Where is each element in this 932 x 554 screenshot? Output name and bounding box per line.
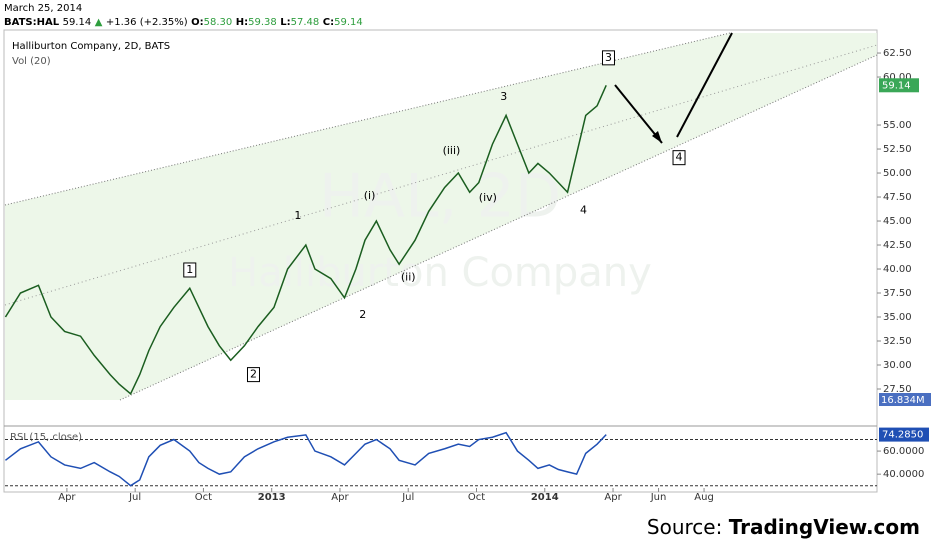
watermark: Halliburton Company bbox=[228, 250, 652, 296]
y-tick-label: 30.00 bbox=[883, 360, 912, 371]
annotation-box bbox=[672, 150, 686, 166]
arrow bbox=[676, 32, 733, 138]
last: 59.14 bbox=[63, 17, 92, 28]
source-prefix: Source: bbox=[647, 515, 729, 539]
x-tick-label: Oct bbox=[195, 492, 212, 503]
arrow bbox=[614, 84, 663, 144]
last-price-box bbox=[879, 78, 919, 93]
x-tick-label: Apr bbox=[58, 492, 76, 503]
quote-line: BATS:HAL 59.14 ▲ +1.36 (+2.35%) O:58.30 … bbox=[4, 17, 363, 28]
annotation: 1 bbox=[186, 263, 193, 276]
high: 59.38 bbox=[248, 17, 277, 28]
low: 57.48 bbox=[291, 17, 320, 28]
volume-label: 16.834M bbox=[881, 395, 925, 406]
annotation: (ii) bbox=[401, 271, 416, 284]
x-tick-label: 2013 bbox=[258, 492, 286, 503]
source: Source: TradingView.com bbox=[647, 515, 920, 539]
y-tick-label: 27.50 bbox=[883, 384, 912, 395]
x-tick-label: Apr bbox=[331, 492, 349, 503]
annotation: (iii) bbox=[443, 144, 461, 157]
y-tick-label: 45.00 bbox=[883, 216, 912, 227]
volume-box bbox=[879, 393, 931, 406]
y-tick-label: 50.00 bbox=[883, 168, 912, 179]
h-label: H: bbox=[236, 17, 248, 28]
annotation-box bbox=[601, 50, 615, 66]
y-tick-label: 37.50 bbox=[883, 288, 912, 299]
last-rsi-box bbox=[879, 427, 929, 442]
c-label: C: bbox=[323, 17, 334, 28]
subtitle: Vol (20) bbox=[12, 56, 51, 67]
y-tick-label: 62.50 bbox=[883, 48, 912, 59]
arrowhead bbox=[652, 131, 662, 143]
up-arrow: ▲ bbox=[95, 17, 103, 28]
y-tick-label: 40.00 bbox=[883, 264, 912, 275]
channel-upper bbox=[4, 32, 731, 206]
rsi-tick-label: 60.0000 bbox=[883, 446, 924, 457]
symbol: BATS:HAL bbox=[4, 17, 60, 28]
y-tick-label: 60.00 bbox=[883, 72, 912, 83]
annotation: (iv) bbox=[479, 191, 497, 204]
annotation-box bbox=[183, 262, 197, 278]
x-tick-label: Jun bbox=[650, 492, 667, 503]
x-tick-label: Aug bbox=[694, 492, 714, 503]
y-tick-label: 55.00 bbox=[883, 120, 912, 131]
annotation: (i) bbox=[364, 189, 376, 202]
channel-fill bbox=[5, 33, 877, 400]
date: March 25, 2014 bbox=[4, 3, 82, 14]
x-tick-label: Jul bbox=[401, 492, 414, 503]
y-tick-label: 47.50 bbox=[883, 192, 912, 203]
annotation: 2 bbox=[359, 308, 366, 321]
y-tick-label: 52.50 bbox=[883, 144, 912, 155]
series-line bbox=[4, 431, 607, 487]
annotation: 3 bbox=[500, 90, 507, 103]
series-line bbox=[4, 84, 607, 396]
x-tick-label: Oct bbox=[468, 492, 485, 503]
change: +1.36 (+2.35%) bbox=[106, 17, 188, 28]
open: 58.30 bbox=[204, 17, 233, 28]
annotation: 4 bbox=[676, 151, 683, 164]
annotation: 4 bbox=[580, 203, 587, 216]
annotation: 2 bbox=[250, 368, 257, 381]
annotation: 1 bbox=[294, 209, 301, 222]
x-tick-label: 2014 bbox=[531, 492, 559, 503]
annotation: 3 bbox=[605, 51, 612, 64]
chart-title: Halliburton Company, 2D, BATS bbox=[12, 41, 170, 52]
l-label: L: bbox=[280, 17, 290, 28]
x-tick-label: Apr bbox=[604, 492, 622, 503]
plot-frame bbox=[3, 29, 878, 493]
y-tick-label: 35.00 bbox=[883, 312, 912, 323]
annotation-box bbox=[246, 367, 260, 383]
x-tick-label: Jul bbox=[128, 492, 141, 503]
watermark: HAL, 2D bbox=[319, 162, 561, 232]
last-rsi-label: 74.2850 bbox=[882, 430, 923, 441]
rsi-tick-label: 40.0000 bbox=[883, 469, 924, 480]
rsi-title: RSI (15, close) bbox=[10, 432, 82, 443]
y-tick-label: 42.50 bbox=[883, 240, 912, 251]
source-name: TradingView.com bbox=[729, 515, 920, 539]
last-price-label: 59.14 bbox=[882, 80, 911, 91]
y-tick-label: 32.50 bbox=[883, 336, 912, 347]
close: 59.14 bbox=[334, 17, 363, 28]
o-label: O: bbox=[191, 17, 204, 28]
